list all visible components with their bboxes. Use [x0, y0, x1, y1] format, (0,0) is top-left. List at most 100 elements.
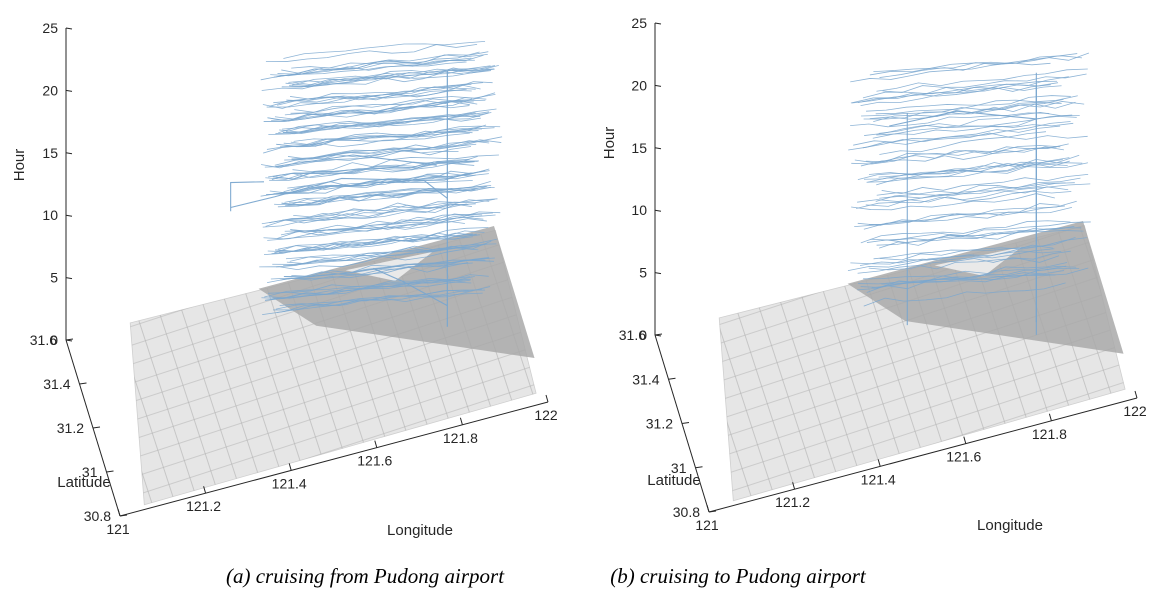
trajectory-line: [264, 278, 471, 298]
z-tick-label: 25: [42, 20, 58, 36]
trajectory-line: [851, 193, 1055, 211]
trajectory-line: [278, 112, 477, 134]
trajectory-line: [265, 203, 472, 227]
z-tick-mark: [65, 277, 73, 280]
trajectory-line: [282, 111, 490, 134]
y-tick-label: 31.2: [57, 420, 84, 436]
trajectory-line: [273, 59, 475, 78]
chart-panel-a: 0 5 10 15 20 25 30.8 31 31.2 31.4 31.6 121 121.2 121.…: [11, 20, 558, 588]
trajectory-line: [293, 198, 498, 218]
x-tick-label: 121.6: [357, 453, 392, 469]
trajectory-line: [281, 65, 491, 88]
x-tick-label: 121.6: [946, 449, 981, 465]
trajectory-layer: [230, 41, 503, 327]
trajectory-line: [857, 84, 1051, 104]
trajectory-line: [277, 188, 475, 208]
chart-panel-b: 0 5 10 15 20 25 30.8 31 31.2 31.4 31.6 121 121.2 121.…: [601, 15, 1147, 588]
trajectory-line: [882, 73, 1087, 93]
x-tick-mark: [1134, 390, 1138, 399]
trajectory-line: [881, 173, 1089, 195]
trajectory-line: [268, 160, 479, 178]
x-tick-label: 122: [534, 407, 558, 423]
trajectory-line: [868, 250, 1071, 271]
trajectory-line: [275, 232, 480, 252]
trajectory-line: [292, 64, 499, 86]
z-tick-mark: [654, 22, 662, 25]
trajectory-line: [870, 226, 1075, 241]
y-tick-label: 30.8: [84, 508, 111, 524]
x-tick-label: 121.2: [775, 494, 810, 510]
trajectory-line: [284, 256, 490, 278]
y-tick-mark: [65, 338, 74, 341]
trajectory-line: [282, 199, 490, 221]
trajectory-line: [868, 200, 1077, 225]
trajectory-line: [268, 279, 471, 299]
trajectory-line: [266, 172, 472, 196]
x-tick-label: 121.2: [186, 498, 221, 514]
x-tick-mark: [877, 459, 881, 467]
z-tick-label: 25: [631, 15, 647, 31]
trajectory-layer: [847, 52, 1091, 335]
trajectory-line: [262, 291, 470, 316]
trajectory-line: [285, 185, 487, 207]
trajectory-line: [876, 115, 1077, 136]
y-tick-label: 30.8: [673, 504, 700, 520]
y-tick-label: 31: [671, 460, 687, 476]
trajectory-line: [291, 274, 489, 293]
x-tick-mark: [203, 486, 207, 494]
trajectory-line: [291, 51, 489, 69]
z-tick-label: 20: [631, 77, 647, 93]
z-tick-label: 5: [639, 265, 647, 281]
trajectory-line: [865, 143, 1069, 163]
trajectory-line: [869, 101, 1076, 120]
trajectory-line: [277, 53, 488, 75]
z-axis-label: Hour: [601, 127, 618, 160]
z-tick-label: 0: [50, 332, 58, 348]
trajectory-line: [289, 198, 495, 220]
trajectory-line: [259, 248, 466, 271]
map-water: [258, 226, 535, 358]
trajectory-line: [265, 44, 478, 62]
x-tick-mark: [288, 463, 292, 471]
y-tick-mark: [92, 426, 101, 429]
trajectory-line: [848, 131, 1047, 151]
z-tick-label: 20: [42, 82, 58, 98]
x-tick-mark: [545, 394, 549, 403]
z-axis-label: Hour: [11, 149, 28, 182]
x-axis-label: Longitude: [977, 517, 1043, 534]
trajectory-line: [261, 204, 469, 225]
trajectory-line: [868, 154, 1080, 176]
y-tick-mark: [106, 470, 114, 473]
trajectory-line: [292, 154, 499, 173]
trajectory-line: [273, 87, 476, 104]
base-map: [718, 221, 1126, 502]
trajectory-line: [879, 237, 1087, 261]
x-tick-label: 121.8: [443, 430, 478, 446]
trajectory-line: [878, 162, 1083, 178]
trajectory-line: [859, 250, 1062, 266]
y-tick-mark: [119, 514, 128, 517]
trajectory-line: [860, 85, 1062, 107]
trajectory-line: [264, 146, 472, 168]
y-tick-label: 31.2: [646, 416, 673, 432]
base-map: [129, 226, 537, 506]
trajectory-line: [851, 145, 1061, 165]
caption-a: (a) cruising from Pudong airport: [226, 564, 505, 588]
y-tick-label: 31: [82, 464, 98, 480]
trajectory-line: [275, 154, 437, 168]
trajectory-line: [879, 135, 1088, 155]
z-tick-mark: [65, 214, 73, 217]
z-tick-mark: [65, 89, 73, 92]
x-tick-mark: [1048, 413, 1052, 421]
trajectory-line: [879, 183, 1091, 199]
x-tick-label: 121.4: [272, 475, 307, 491]
trajectory-line: [274, 232, 477, 254]
trajectory-line: [863, 282, 1066, 307]
z-tick-label: 10: [631, 202, 647, 218]
z-tick-mark: [654, 147, 662, 150]
x-tick-label: 121: [695, 517, 719, 533]
y-tick-mark: [695, 466, 703, 469]
trajectory-line: [862, 121, 1071, 149]
z-tick-label: 15: [631, 140, 647, 156]
